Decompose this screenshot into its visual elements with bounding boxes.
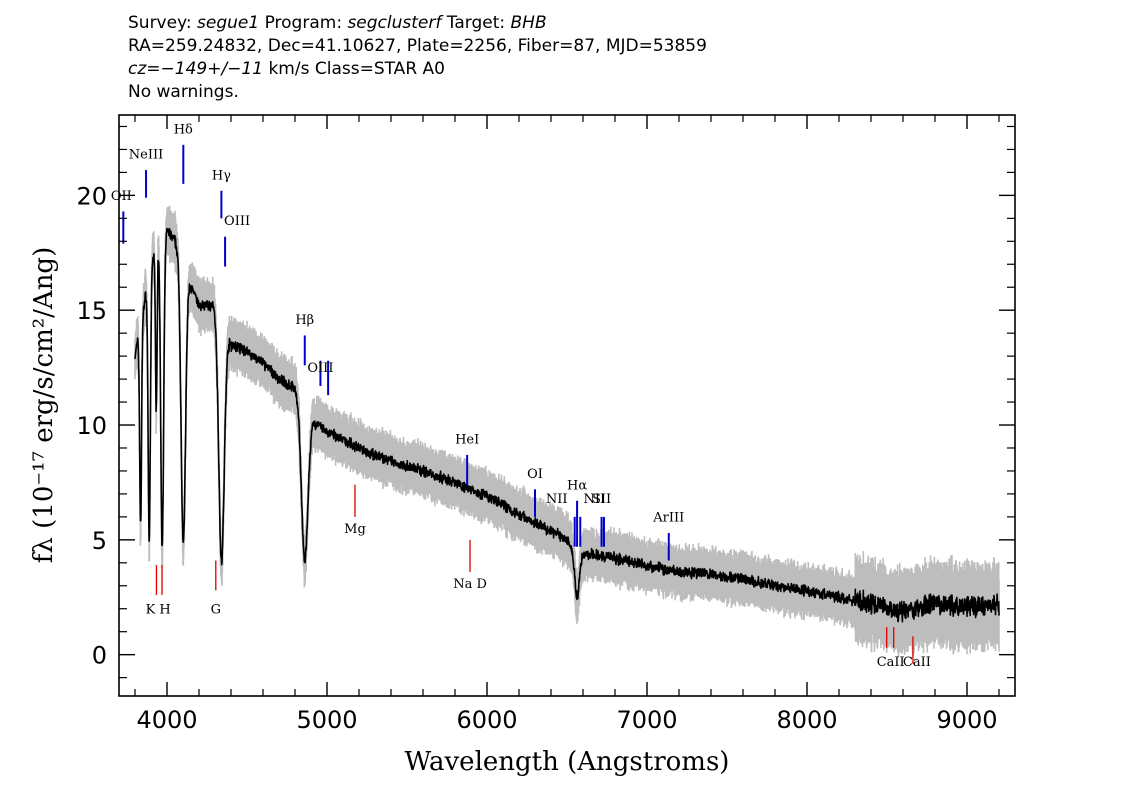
emission-line-label: Hγ (212, 168, 231, 183)
emission-line-label: Hβ (295, 313, 314, 328)
absorption-line-label: CaII (877, 655, 905, 670)
header-line-2: RA=259.24832, Dec=41.10627, Plate=2256, … (128, 36, 707, 56)
emission-line-label: HeI (455, 432, 479, 447)
y-tick-label: 5 (92, 527, 107, 555)
spectral-line-markers: OIINeIIIHδHγOIIIHβOIIIHeIOINIIHαNIISIIAr… (111, 122, 931, 670)
target-value: BHB (510, 13, 547, 33)
emission-line-label: OIII (307, 361, 333, 376)
header-line-3: cz=−149+/−11 km/s Class=STAR A0 (128, 58, 707, 81)
error-band-path (134, 205, 1000, 658)
x-tick-label: 9000 (936, 706, 997, 734)
absorption-line-label: CaII (903, 655, 931, 670)
y-tick-label: 15 (76, 297, 107, 325)
emission-line-label: NeIII (129, 148, 163, 163)
absorption-line-label: H (159, 602, 170, 617)
cz-value: cz=−149+/−11 (128, 59, 264, 79)
absorption-line-label: Na D (453, 577, 487, 592)
flux-line (134, 227, 1000, 623)
x-tick-label: 4000 (136, 706, 197, 734)
flux-series (134, 227, 1000, 623)
axis-ticks: 4000 5000 6000 7000 8000 9000 0 5 10 15 20 (76, 115, 1015, 734)
emission-line-label: OIII (224, 214, 250, 229)
x-tick-label: 5000 (296, 706, 357, 734)
emission-line-label: NII (546, 492, 568, 507)
emission-line-label: OII (111, 189, 132, 204)
absorption-line-label: K (146, 602, 156, 617)
emission-line-label: Hδ (174, 122, 193, 137)
x-axis-title: Wavelength (Angstroms) (405, 747, 730, 777)
spectrum-header: Survey: segue1 Program: segclusterf Targ… (128, 12, 707, 104)
x-tick-label: 7000 (616, 706, 677, 734)
target-label: Target: (441, 13, 511, 33)
class-value: km/s Class=STAR A0 (263, 59, 445, 79)
absorption-line-label: G (211, 602, 221, 617)
emission-line-label: SII (592, 492, 611, 507)
header-line-1: Survey: segue1 Program: segclusterf Targ… (128, 12, 707, 35)
y-tick-label: 10 (76, 412, 107, 440)
plot-frame (118, 114, 1016, 697)
emission-line-label: Hα (567, 478, 587, 493)
x-tick-label: 8000 (776, 706, 837, 734)
y-axis-title: fλ (10⁻¹⁷ erg/s/cm²/Ang) (29, 247, 59, 563)
program-value: segclusterf (347, 13, 442, 33)
emission-line-label: NII (583, 492, 605, 507)
x-tick-label: 6000 (456, 706, 517, 734)
header-line-4: No warnings. (128, 82, 239, 102)
emission-line-label: ArIII (652, 510, 684, 525)
survey-value: segue1 (197, 13, 260, 33)
y-tick-label: 0 (92, 642, 107, 670)
y-tick-label: 20 (76, 182, 107, 210)
absorption-line-label: Mg (344, 522, 366, 537)
program-label: Program: (259, 13, 348, 33)
emission-line-label: OI (527, 467, 543, 482)
error-band (134, 205, 1000, 658)
survey-label: Survey: (128, 13, 198, 33)
